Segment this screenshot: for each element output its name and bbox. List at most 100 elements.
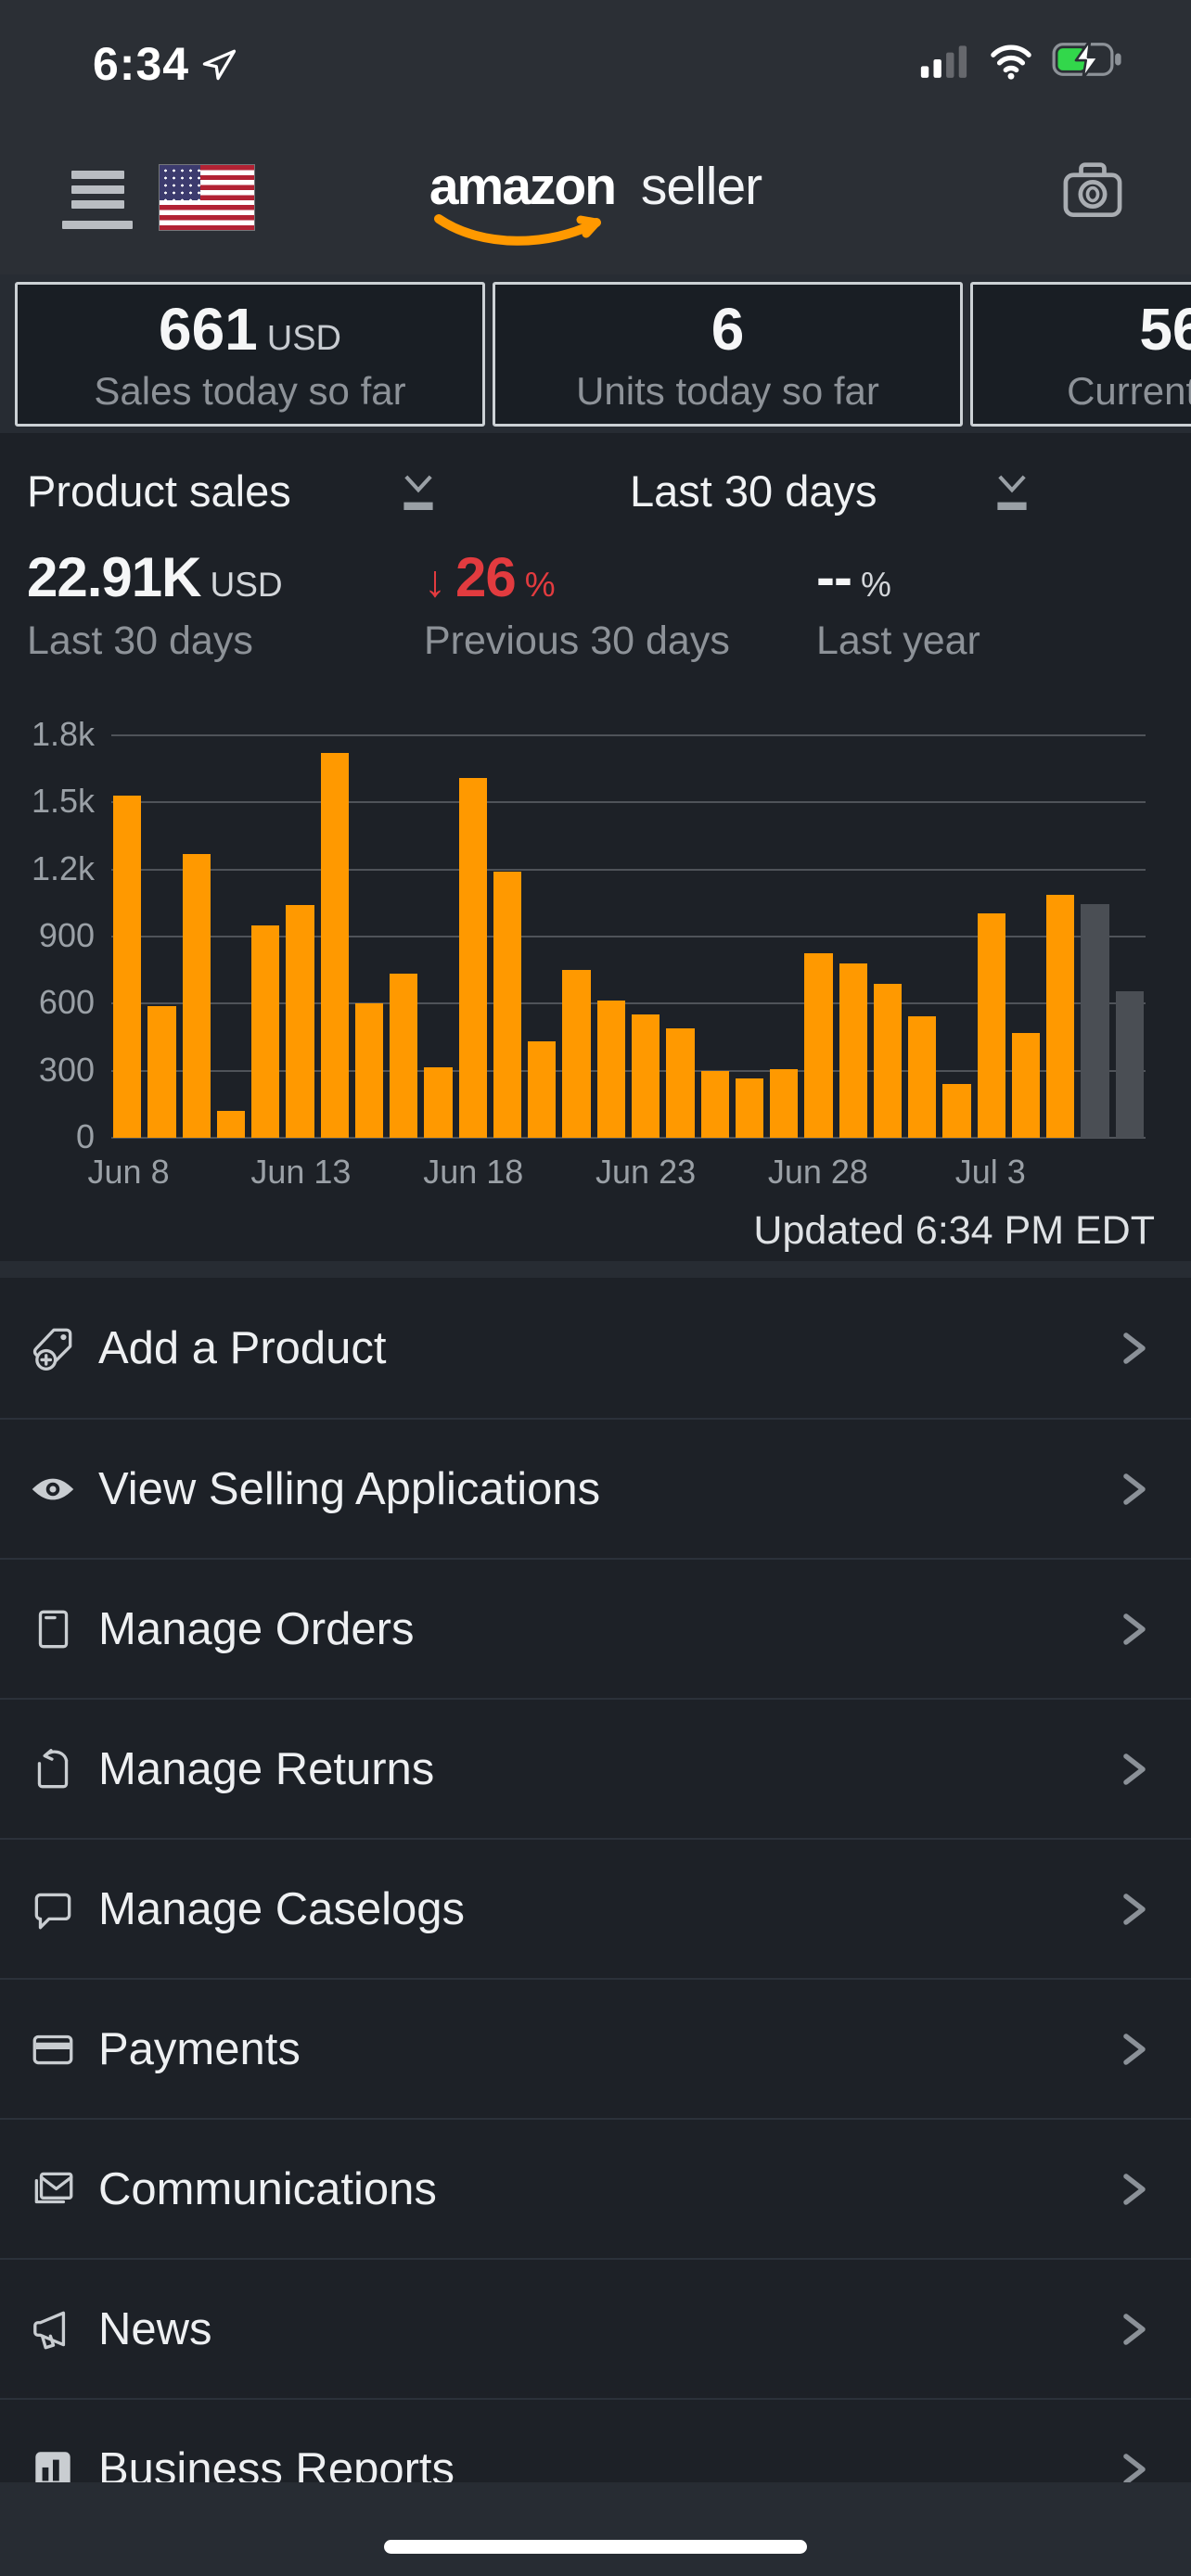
chart-gridline [111, 936, 1146, 937]
stat-value-line: --% [816, 545, 980, 609]
bar-jun-12 [251, 925, 280, 1138]
card-unit: USD [266, 319, 341, 358]
stat-value-line: 22.91K USD [27, 545, 283, 609]
credit-card-icon [28, 2024, 78, 2074]
y-axis-tick-label: 300 [38, 1050, 95, 1089]
bar-jul-6 [1081, 904, 1109, 1138]
stat-label: Last 30 days [27, 618, 253, 663]
menu-item-label: News [98, 2303, 212, 2354]
range-chevron-down-icon[interactable] [991, 471, 1033, 516]
stats-row: 22.91K USD Last 30 days ↓ 26% Previous 30 day… [0, 545, 1191, 666]
stat-label: Last year [816, 618, 980, 663]
bar-jun-20 [528, 1041, 557, 1138]
bar-jun-10 [182, 853, 211, 1138]
stat-label: Previous 30 days [424, 618, 730, 663]
chart-gridline [111, 801, 1146, 804]
top-chrome: 6:34 [0, 0, 1191, 274]
stat-unit: % [524, 566, 556, 604]
app-logo: amazon seller [0, 156, 1191, 246]
summary-cards-strip: 661 USD Sales today so far 6 Units today so … [0, 274, 1191, 433]
bar-jun-11 [216, 1111, 246, 1138]
menu-item-manage-orders[interactable]: Manage Orders [0, 1558, 1191, 1698]
metric-selector[interactable]: Product sales [27, 466, 291, 516]
bar-jul-5 [1046, 895, 1075, 1138]
bar-chart-icon [28, 2444, 78, 2494]
bar-jul-3 [977, 912, 1005, 1138]
bar-jun-15 [354, 1003, 384, 1138]
bar-jul-2 [942, 1084, 971, 1138]
bar-jun-28 [804, 953, 833, 1138]
menu-item-manage-returns[interactable]: Manage Returns [0, 1698, 1191, 1838]
stat-block: --% Last year [816, 545, 980, 664]
metric-chevron-down-icon[interactable] [397, 471, 440, 516]
bar-jun-30 [873, 983, 903, 1138]
logo-seller-text: seller [640, 157, 762, 216]
chevron-right-icon [1119, 2449, 1150, 2490]
chevron-right-icon [1119, 1609, 1150, 1650]
menu-item-news[interactable]: News [0, 2258, 1191, 2398]
y-axis-tick-label: 1.8k [31, 715, 95, 753]
section-separator [0, 1261, 1191, 1278]
bar-jun-21 [562, 970, 591, 1138]
chart-gridline [111, 1002, 1146, 1005]
card-value-line: 6 [711, 295, 745, 363]
chevron-right-icon [1119, 2309, 1150, 2350]
home-indicator[interactable] [384, 2540, 807, 2554]
menu-item-add-a-product[interactable]: Add a Product [0, 1278, 1191, 1418]
bar-jul-4 [1011, 1032, 1041, 1138]
x-axis-tick-label: Jun 8 [87, 1153, 170, 1191]
range-selector[interactable]: Last 30 days [630, 466, 877, 516]
camera-button[interactable] [1059, 156, 1126, 223]
menu-item-label: Communications [98, 2163, 437, 2214]
chat-bubble-icon [28, 1884, 78, 1934]
menu-item-manage-caselogs[interactable]: Manage Caselogs [0, 1838, 1191, 1978]
summary-card[interactable]: 6 Units today so far [493, 282, 963, 427]
stat-block: ↓ 26% Previous 30 days [424, 545, 730, 664]
y-axis-tick-label: 0 [75, 1117, 95, 1155]
tag-plus-icon [28, 1323, 78, 1373]
chevron-right-icon [1119, 1749, 1150, 1790]
stat-block: 22.91K USD Last 30 days [27, 545, 283, 664]
marketplace-flag-us[interactable] [160, 165, 254, 230]
mail-stack-icon [28, 2164, 78, 2214]
chevron-right-icon [1119, 2169, 1150, 2210]
x-axis-tick-label: Jun 23 [596, 1153, 697, 1191]
card-label: Units today so far [576, 369, 879, 413]
chevron-right-icon [1119, 1469, 1150, 1510]
menu-item-label: Manage Orders [98, 1603, 415, 1654]
bar-jul-1 [908, 1015, 937, 1138]
bar-jun-18 [458, 777, 487, 1138]
bar-jun-27 [770, 1069, 799, 1138]
chevron-right-icon [1119, 1328, 1150, 1369]
menu-item-view-selling-applications[interactable]: View Selling Applications [0, 1418, 1191, 1558]
stat-value-line: ↓ 26% [424, 545, 730, 609]
x-axis-tick-label: Jun 13 [250, 1153, 352, 1191]
y-axis-tick-label: 1.2k [31, 848, 95, 887]
summary-card[interactable]: 5601 Current balance [970, 282, 1191, 427]
menu-item-payments[interactable]: Payments [0, 1978, 1191, 2118]
logo-amazon-text: amazon [429, 156, 617, 246]
menu-hamburger-button[interactable] [62, 167, 136, 232]
amazon-smile-icon [431, 213, 617, 255]
chart-bars [113, 735, 1144, 1138]
summary-card[interactable]: 661 USD Sales today so far [15, 282, 485, 427]
menu-item-communications[interactable]: Communications [0, 2118, 1191, 2258]
bar-jun-9 [147, 1005, 176, 1138]
stat-value: 26 [455, 546, 517, 608]
metric-selector-row: Product sales Last 30 days [0, 464, 1191, 529]
trend-down-arrow-icon: ↓ [424, 557, 446, 606]
chart-gridline [111, 734, 1146, 736]
bar-jun-26 [735, 1078, 764, 1138]
card-value-line: 5601 [1139, 295, 1191, 363]
menu-item-label: Manage Returns [98, 1743, 435, 1794]
card-value: 5601 [1139, 296, 1191, 363]
card-value: 661 [158, 296, 258, 363]
bar-jun-8 [113, 796, 142, 1138]
chart-updated-timestamp: Updated 6:34 PM EDT [753, 1208, 1155, 1253]
chevron-right-icon [1119, 2029, 1150, 2070]
y-axis-tick-label: 1.5k [31, 782, 95, 821]
eye-icon [28, 1464, 78, 1514]
bar-jun-24 [666, 1027, 695, 1138]
y-axis-tick-label: 900 [38, 916, 95, 954]
bar-jul-7 [1115, 991, 1144, 1138]
